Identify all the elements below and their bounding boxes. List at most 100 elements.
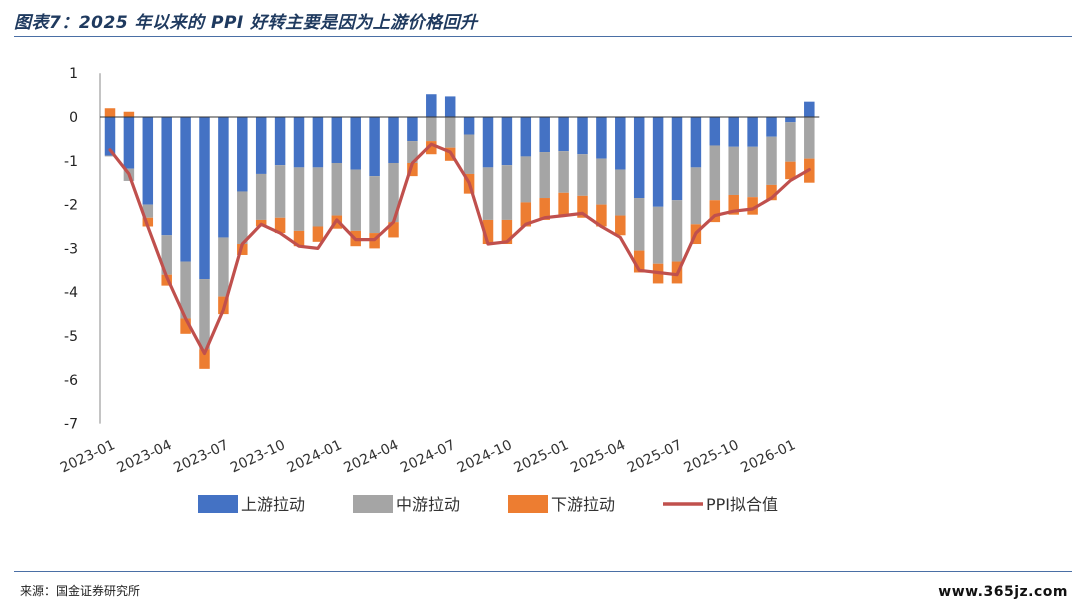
bar-upstream-2025-03 bbox=[596, 117, 607, 159]
bar-midstream-2024-12 bbox=[539, 152, 550, 199]
legend-label-downstream: 下游拉动 bbox=[551, 495, 615, 514]
legend-swatch-upstream bbox=[198, 495, 238, 513]
bar-downstream-2024-09 bbox=[482, 219, 494, 245]
bar-downstream-2024-12 bbox=[539, 198, 550, 220]
y-tick-label: 0 bbox=[69, 110, 78, 126]
x-tick-label-2024-01: 2024-01 bbox=[285, 437, 345, 476]
bar-upstream-2024-08 bbox=[463, 117, 475, 135]
bar-upstream-2024-03 bbox=[369, 117, 380, 177]
bar-upstream-2024-07 bbox=[444, 96, 456, 117]
bar-midstream-2024-03 bbox=[369, 176, 380, 234]
x-tick-label-2024-04: 2024-04 bbox=[341, 437, 401, 476]
bar-midstream-2024-08 bbox=[463, 134, 475, 174]
y-tick-label: -6 bbox=[64, 373, 78, 389]
bar-upstream-2024-06 bbox=[426, 94, 437, 117]
bar-midstream-2025-02 bbox=[577, 154, 588, 196]
bar-upstream-2024-10 bbox=[501, 117, 513, 166]
bar-midstream-2025-10 bbox=[728, 146, 739, 195]
bar-downstream-2025-02 bbox=[577, 195, 588, 218]
x-tick-label-2025-04: 2025-04 bbox=[568, 437, 628, 476]
ppi-stacked-bar-chart: 10-1-2-3-4-5-6-72023-012023-042023-07202… bbox=[58, 66, 820, 514]
bar-midstream-2025-08 bbox=[690, 167, 702, 225]
bar-downstream-2025-04 bbox=[615, 215, 626, 236]
bar-upstream-2024-11 bbox=[520, 117, 532, 157]
bar-downstream-2024-06 bbox=[426, 141, 437, 155]
x-tick-label-2024-07: 2024-07 bbox=[398, 437, 458, 476]
x-tick-label-2023-10: 2023-10 bbox=[228, 437, 288, 476]
bar-upstream-2023-01 bbox=[104, 117, 116, 156]
bar-midstream-2023-04 bbox=[161, 235, 172, 275]
bar-downstream-2025-01 bbox=[558, 192, 569, 215]
bar-upstream-2026-02 bbox=[804, 101, 815, 117]
watermark: www.365jz.com bbox=[938, 584, 1068, 600]
bar-upstream-2025-02 bbox=[577, 117, 588, 155]
bar-midstream-2023-03 bbox=[142, 204, 154, 218]
bar-upstream-2023-12 bbox=[312, 117, 324, 168]
bar-midstream-2025-03 bbox=[596, 158, 607, 205]
y-tick-label: -5 bbox=[64, 329, 78, 345]
bar-midstream-2024-02 bbox=[350, 169, 361, 231]
y-tick-label: -2 bbox=[64, 198, 78, 214]
bar-midstream-2023-06 bbox=[199, 279, 210, 350]
y-tick-label: 1 bbox=[69, 66, 78, 82]
bar-upstream-2024-05 bbox=[407, 117, 418, 142]
bar-downstream-2023-06 bbox=[199, 349, 210, 369]
bar-midstream-2023-05 bbox=[180, 261, 191, 319]
x-tick-label-2023-01: 2023-01 bbox=[58, 437, 118, 476]
y-tick-label: -1 bbox=[64, 154, 78, 170]
bar-downstream-2025-03 bbox=[596, 204, 607, 227]
bar-midstream-2023-07 bbox=[218, 237, 229, 297]
bar-upstream-2025-01 bbox=[558, 117, 569, 152]
bar-midstream-2025-06 bbox=[652, 206, 664, 264]
bar-midstream-2025-09 bbox=[709, 145, 721, 201]
bar-downstream-2023-11 bbox=[293, 230, 305, 247]
bar-midstream-2023-01 bbox=[104, 155, 116, 157]
bar-upstream-2024-09 bbox=[482, 117, 494, 168]
bar-midstream-2024-07 bbox=[444, 117, 456, 148]
bar-downstream-2025-11 bbox=[747, 197, 758, 215]
bar-upstream-2023-02 bbox=[123, 117, 135, 169]
bar-midstream-2024-06 bbox=[426, 117, 437, 142]
bar-upstream-2025-04 bbox=[615, 117, 626, 170]
bar-midstream-2023-12 bbox=[312, 167, 324, 227]
bar-midstream-2024-01 bbox=[331, 162, 343, 216]
x-tick-label-2025-07: 2025-07 bbox=[625, 437, 685, 476]
bar-upstream-2023-07 bbox=[218, 117, 229, 238]
bar-midstream-2024-09 bbox=[482, 167, 494, 220]
bar-upstream-2025-08 bbox=[690, 117, 702, 168]
bar-downstream-2025-12 bbox=[766, 184, 777, 201]
bar-upstream-2023-11 bbox=[293, 117, 305, 168]
y-tick-label: -7 bbox=[64, 417, 78, 433]
bar-upstream-2023-03 bbox=[142, 117, 154, 205]
bar-midstream-2025-12 bbox=[766, 136, 777, 185]
bar-upstream-2023-06 bbox=[199, 117, 210, 280]
title-rule bbox=[14, 36, 1072, 37]
bar-downstream-2024-04 bbox=[388, 222, 399, 238]
bar-downstream-2023-05 bbox=[180, 318, 191, 334]
bar-downstream-2023-12 bbox=[312, 226, 324, 242]
footer-rule bbox=[14, 571, 1072, 572]
bar-upstream-2023-05 bbox=[180, 117, 191, 262]
bar-downstream-2023-10 bbox=[274, 217, 286, 234]
bar-upstream-2025-09 bbox=[709, 117, 721, 146]
bar-downstream-2026-01 bbox=[785, 161, 796, 180]
x-tick-label-2025-10: 2025-10 bbox=[682, 437, 742, 476]
bar-downstream-2024-10 bbox=[501, 219, 513, 245]
bar-upstream-2023-08 bbox=[237, 117, 248, 192]
bar-upstream-2023-04 bbox=[161, 117, 172, 236]
bar-midstream-2025-01 bbox=[558, 151, 569, 193]
legend-label-upstream: 上游拉动 bbox=[241, 495, 305, 514]
bar-downstream-2025-09 bbox=[709, 200, 721, 223]
chart-title: 图表7：2025 年以来的 PPI 好转主要是因为上游价格回升 bbox=[14, 13, 478, 33]
bar-upstream-2025-06 bbox=[652, 117, 664, 207]
bar-upstream-2025-12 bbox=[766, 117, 777, 137]
bar-midstream-2025-05 bbox=[633, 198, 645, 251]
x-tick-label-2026-01: 2026-01 bbox=[738, 437, 798, 476]
legend-label-midstream: 中游拉动 bbox=[396, 495, 460, 514]
bar-midstream-2025-04 bbox=[615, 169, 626, 216]
bar-midstream-2025-07 bbox=[671, 200, 683, 262]
source-note: 来源：国金证券研究所 bbox=[20, 584, 141, 598]
legend-label-ppi: PPI拟合值 bbox=[706, 495, 778, 514]
bar-upstream-2025-11 bbox=[747, 117, 758, 147]
legend-swatch-midstream bbox=[353, 495, 393, 513]
